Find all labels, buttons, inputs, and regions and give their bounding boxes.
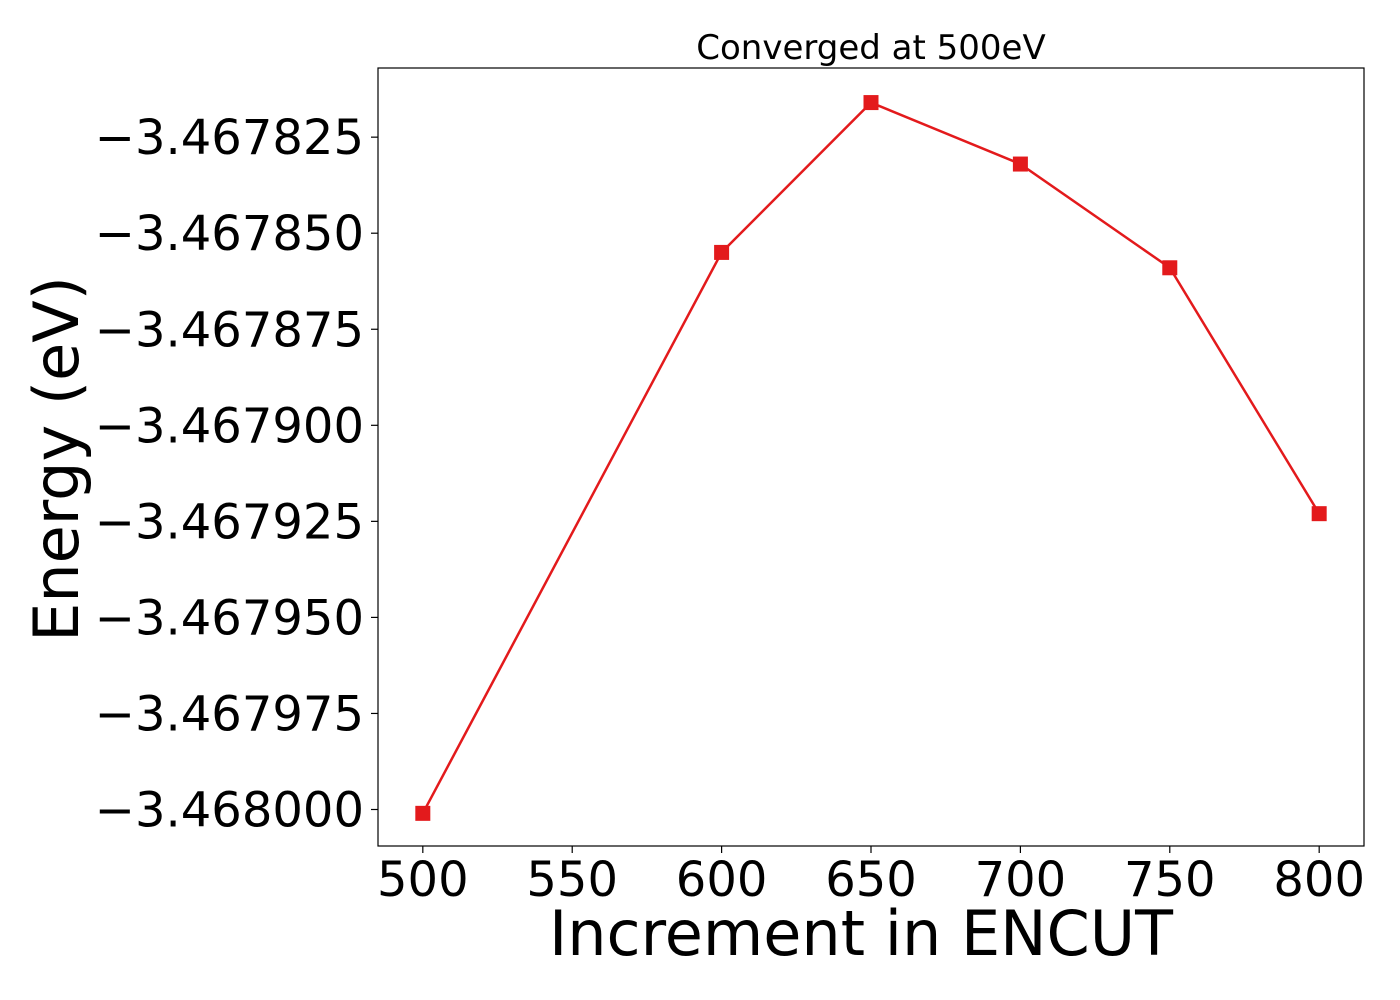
x-tick-label: 600 <box>676 852 768 908</box>
y-tick-label: −3.467850 <box>95 206 364 262</box>
data-point-marker <box>1311 506 1327 522</box>
data-point-marker <box>415 805 431 821</box>
x-tick-label: 650 <box>825 852 917 908</box>
y-tick-label: −3.468000 <box>95 783 364 839</box>
x-tick-label: 800 <box>1273 852 1365 908</box>
x-tick-label: 750 <box>1124 852 1216 908</box>
data-point-marker <box>1012 156 1028 172</box>
y-tick-label: −3.467875 <box>95 302 364 358</box>
y-axis-label: Energy (eV) <box>20 276 93 642</box>
y-tick-label: −3.467900 <box>95 398 364 454</box>
y-tick-label: −3.467950 <box>95 590 364 646</box>
y-axis: −3.467825 −3.467850 −3.467875 −3.467900 −3.4… <box>95 110 378 839</box>
x-tick-label: 700 <box>975 852 1067 908</box>
data-point-marker <box>863 95 879 111</box>
data-point-marker <box>714 244 730 260</box>
series-line <box>421 101 1321 814</box>
plot-series <box>415 95 1327 821</box>
y-tick-label: −3.467825 <box>95 110 364 166</box>
x-tick-label: 550 <box>526 852 618 908</box>
x-axis-label: Increment in ENCUT <box>549 897 1174 970</box>
x-axis: 500 550 600 650 700 750 800 <box>377 846 1365 908</box>
y-tick-label: −3.467925 <box>95 494 364 550</box>
y-tick-label: −3.467975 <box>95 686 364 742</box>
chart-title: Converged at 500eV <box>696 28 1045 68</box>
plot-frame <box>377 67 1365 847</box>
x-tick-label: 500 <box>377 852 469 908</box>
data-point-marker <box>1162 260 1178 276</box>
